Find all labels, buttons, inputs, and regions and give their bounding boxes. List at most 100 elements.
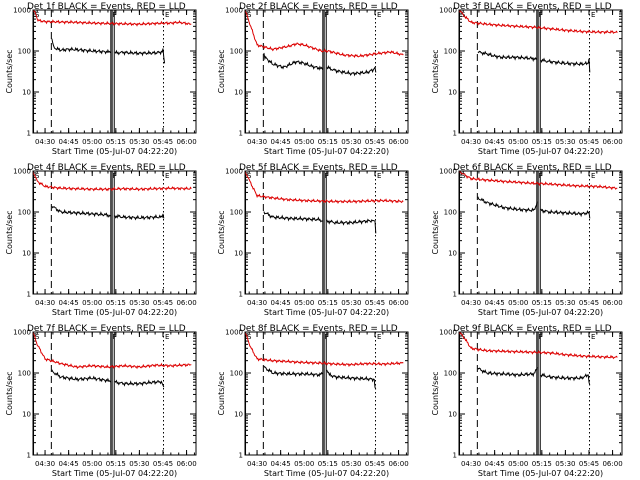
x-axis-label: Start Time (05-Jul-07 04:22:20) bbox=[52, 469, 177, 478]
panel-det-2: Det 2f BLACK = Events, RED = LLD Counts/s… bbox=[217, 2, 409, 156]
y-tick-label: 10 bbox=[234, 411, 243, 419]
x-tick-label: 04:45 bbox=[271, 460, 291, 468]
x-tick-label: 04:30 bbox=[247, 299, 267, 307]
x-tick-label: 04:30 bbox=[247, 138, 267, 146]
panel-det-4: Det 4f BLACK = Events, RED = LLD Counts/s… bbox=[5, 163, 197, 317]
y-tick-label: 1000 bbox=[13, 7, 31, 15]
series-group bbox=[459, 332, 618, 386]
y-axis-label: Counts/sec bbox=[431, 371, 440, 415]
y-tick-label: 1 bbox=[239, 130, 243, 138]
y-tick-label: 10 bbox=[448, 89, 457, 97]
x-tick-label: 05:45 bbox=[579, 138, 599, 146]
y-tick-label: 1000 bbox=[225, 168, 243, 176]
x-ticks: 04:30 04:45 05:00 05:15 05:30 05:45 06:00 bbox=[247, 10, 409, 146]
lld-series-line bbox=[245, 10, 404, 59]
y-axis-label: Counts/sec bbox=[5, 210, 14, 254]
y-tick-label: 10 bbox=[22, 89, 31, 97]
x-tick-label: 05:00 bbox=[508, 138, 528, 146]
x-tick-label: 06:00 bbox=[602, 460, 622, 468]
y-ticks: 1 10 100 1000 bbox=[439, 329, 622, 460]
y-ticks: 1 10 100 1000 bbox=[439, 168, 622, 299]
series-group bbox=[33, 171, 192, 221]
plot-frame bbox=[32, 170, 197, 295]
plot-frame bbox=[458, 9, 623, 134]
y-tick-label: 1000 bbox=[13, 329, 31, 337]
events-series-line bbox=[477, 366, 538, 378]
time-marker-label: E bbox=[165, 333, 169, 341]
events-series-line bbox=[326, 218, 377, 234]
time-marker-label: E bbox=[591, 333, 595, 341]
events-series-line bbox=[477, 196, 538, 214]
panel-title: Det 4f BLACK = Events, RED = LLD bbox=[27, 163, 186, 173]
time-marker-label: E bbox=[165, 172, 169, 180]
y-tick-label: 10 bbox=[22, 250, 31, 258]
y-tick-label: 1 bbox=[239, 291, 243, 299]
x-tick-label: 05:00 bbox=[82, 460, 102, 468]
y-tick-label: 1 bbox=[239, 452, 243, 460]
x-tick-label: 06:00 bbox=[176, 138, 196, 146]
x-tick-label: 05:15 bbox=[318, 138, 338, 146]
x-tick-label: 05:45 bbox=[153, 460, 173, 468]
x-tick-label: 05:45 bbox=[579, 299, 599, 307]
x-tick-label: 05:00 bbox=[294, 460, 314, 468]
y-tick-label: 1 bbox=[453, 291, 457, 299]
x-axis-label: Start Time (05-Jul-07 04:22:20) bbox=[478, 469, 603, 478]
series-group bbox=[459, 10, 618, 73]
panel-title: Det 7f BLACK = Events, RED = LLD bbox=[27, 324, 186, 334]
lld-series-line bbox=[33, 332, 192, 370]
x-axis-label: Start Time (05-Jul-07 04:22:20) bbox=[264, 469, 389, 478]
y-tick-label: 100 bbox=[18, 370, 31, 378]
x-axis-label: Start Time (05-Jul-07 04:22:20) bbox=[264, 147, 389, 156]
lld-series-line bbox=[245, 171, 404, 205]
y-ticks: 1 10 100 1000 bbox=[13, 7, 196, 138]
y-axis-label: Counts/sec bbox=[5, 371, 14, 415]
panel-title: Det 3f BLACK = Events, RED = LLD bbox=[453, 2, 612, 12]
y-tick-label: 100 bbox=[444, 370, 457, 378]
x-tick-label: 04:30 bbox=[35, 299, 55, 307]
x-axis-label: Start Time (05-Jul-07 04:22:20) bbox=[52, 308, 177, 317]
x-tick-label: 04:30 bbox=[461, 299, 481, 307]
x-tick-label: 05:30 bbox=[129, 299, 149, 307]
plot-frame bbox=[244, 170, 409, 295]
lld-series-line bbox=[33, 10, 192, 27]
x-tick-label: 04:45 bbox=[59, 460, 79, 468]
x-tick-label: 05:15 bbox=[318, 460, 338, 468]
panel-det-5: Det 5f BLACK = Events, RED = LLD Counts/s… bbox=[217, 163, 409, 317]
x-tick-label: 04:30 bbox=[35, 138, 55, 146]
y-axis-label: Counts/sec bbox=[431, 49, 440, 93]
events-series-line bbox=[51, 369, 112, 384]
x-tick-label: 05:00 bbox=[508, 460, 528, 468]
y-tick-label: 10 bbox=[234, 250, 243, 258]
x-tick-label: 04:45 bbox=[59, 138, 79, 146]
y-tick-label: 100 bbox=[230, 370, 243, 378]
x-axis-label: Start Time (05-Jul-07 04:22:20) bbox=[52, 147, 177, 156]
panel-det-3: Det 3f BLACK = Events, RED = LLD Counts/s… bbox=[431, 2, 623, 156]
y-tick-label: 10 bbox=[234, 89, 243, 97]
x-tick-label: 04:45 bbox=[271, 299, 291, 307]
x-tick-label: 05:45 bbox=[365, 138, 385, 146]
markers: SFE bbox=[459, 10, 595, 133]
lld-series-line bbox=[459, 171, 618, 191]
series-group bbox=[245, 171, 404, 234]
y-tick-label: 1 bbox=[27, 452, 31, 460]
y-tick-label: 1 bbox=[27, 291, 31, 299]
panel-det-9: Det 9f BLACK = Events, RED = LLD Counts/s… bbox=[431, 324, 623, 478]
y-tick-label: 1000 bbox=[439, 329, 457, 337]
x-tick-label: 06:00 bbox=[388, 299, 408, 307]
y-axis-label: Counts/sec bbox=[431, 210, 440, 254]
x-tick-label: 05:15 bbox=[106, 460, 126, 468]
x-axis-label: Start Time (05-Jul-07 04:22:20) bbox=[478, 147, 603, 156]
x-tick-label: 05:15 bbox=[532, 460, 552, 468]
events-series-line bbox=[326, 65, 377, 77]
panel-title: Det 2f BLACK = Events, RED = LLD bbox=[239, 2, 398, 12]
y-tick-label: 100 bbox=[444, 48, 457, 56]
x-tick-label: 05:15 bbox=[532, 299, 552, 307]
x-tick-label: 04:30 bbox=[461, 138, 481, 146]
time-marker-label: S bbox=[35, 11, 40, 19]
markers: SFE bbox=[33, 10, 169, 133]
series-group bbox=[33, 10, 192, 64]
x-tick-label: 04:45 bbox=[485, 138, 505, 146]
time-marker-label: E bbox=[591, 172, 595, 180]
lld-series-line bbox=[459, 332, 618, 360]
